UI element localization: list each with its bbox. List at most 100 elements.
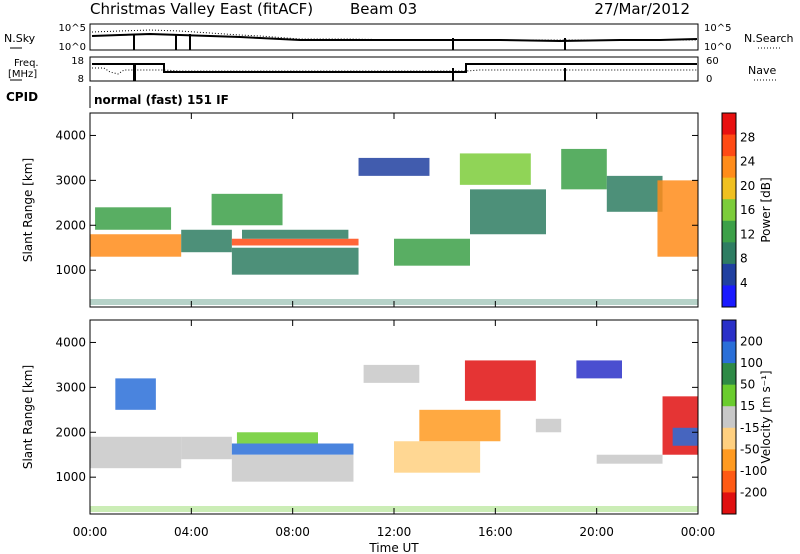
time-axis-label: Time UT <box>368 541 419 554</box>
power-colorbar-swatch <box>722 263 736 286</box>
velocity-echo-region <box>419 409 501 442</box>
velocity-ytick-label: 2000 <box>55 425 86 439</box>
velocity-colorbar-frame <box>721 319 737 515</box>
power-ytick-label: 2000 <box>55 218 86 232</box>
velocity-colorbar-label: Velocity [m s⁻¹] <box>759 370 773 463</box>
nave-trace <box>92 67 697 75</box>
velocity-ytick-label: 1000 <box>55 470 86 484</box>
velocity-echo-region <box>115 378 156 410</box>
power-ylabel: Slant Range [km] <box>21 158 35 262</box>
velocity-echo-region <box>576 360 622 379</box>
velocity-echo-region <box>672 427 698 446</box>
power-echo-region <box>657 180 698 257</box>
time-tick-label: 00:00 <box>73 525 108 539</box>
velocity-echo-region <box>231 454 354 482</box>
power-echo-region <box>606 175 663 212</box>
noise-sky-trace <box>91 32 698 43</box>
power-colorbar: 28 24 20 16 12 8 4 <box>721 112 755 308</box>
power-colorbar-tick-label: 28 <box>740 130 755 144</box>
velocity-echo-region <box>363 364 420 383</box>
velocity-colorbar-tick-label: -15 <box>740 421 760 435</box>
velocity-colorbar-swatch <box>722 320 736 343</box>
power-colorbar-swatch <box>722 156 736 179</box>
freq-tick-top: 18 <box>71 56 84 67</box>
velocity-echo-region <box>181 436 232 460</box>
noise-right-tick-bottom: 10^0 <box>704 42 731 53</box>
power-colorbar-tick-label: 16 <box>740 203 755 217</box>
velocity-colorbar-tick-label: 200 <box>740 335 763 349</box>
power-colorbar-tick-label: 8 <box>740 252 748 266</box>
power-colorbar-swatch <box>722 220 736 243</box>
freq-unit-label: [MHz] <box>8 69 37 80</box>
power-echo-region <box>394 238 470 266</box>
beam-label: Beam 03 <box>350 0 417 18</box>
velocity-echo-region <box>535 418 562 433</box>
velocity-panel: 1000 2000 3000 4000 Slant Range [km] <box>21 319 699 515</box>
power-panel-background <box>90 113 698 307</box>
velocity-echo-region <box>394 441 481 473</box>
velocity-colorbar-tick-label: 100 <box>740 356 763 370</box>
power-echo-region <box>231 238 359 246</box>
velocity-colorbar-tick-label: 15 <box>740 399 755 413</box>
power-ytick-label: 3000 <box>55 173 86 187</box>
velocity-yaxis: 1000 2000 3000 4000 <box>55 335 698 484</box>
time-tick-label: 20:00 <box>579 525 614 539</box>
velocity-colorbar-swatch <box>722 470 736 493</box>
velocity-ylabel: Slant Range [km] <box>21 365 35 469</box>
power-echo-region <box>561 148 607 190</box>
velocity-echo-region <box>236 432 318 444</box>
time-tick-label: 00:00 <box>681 525 716 539</box>
power-colorbar-frame <box>721 112 737 308</box>
velocity-colorbar-swatch <box>722 427 736 450</box>
cpid-label: CPID <box>6 90 38 104</box>
velocity-echo-region <box>662 396 698 455</box>
time-tick-label: 12:00 <box>377 525 412 539</box>
freq-strip-frame <box>89 56 699 82</box>
power-colorbar-swatch <box>722 134 736 157</box>
noise-sky-label: N.Sky <box>4 32 36 45</box>
velocity-panel-background <box>90 320 698 514</box>
noise-strip-frame <box>89 23 699 51</box>
velocity-colorbar-swatch <box>722 406 736 429</box>
power-colorbar-swatch <box>722 113 736 136</box>
velocity-colorbar-tick-label: -100 <box>740 464 767 478</box>
nave-label: Nave <box>748 64 776 77</box>
power-echo-region <box>358 157 430 176</box>
velocity-echo-region <box>596 454 663 464</box>
velocity-ytick-label: 4000 <box>55 335 86 349</box>
date-label: 27/Mar/2012 <box>594 0 690 18</box>
power-colorbar-swatch <box>722 285 736 308</box>
noise-strip: N.Sky 10^5 10^0 10^5 10^0 N.Search <box>4 23 794 53</box>
velocity-echo-region <box>90 436 182 469</box>
velocity-colorbar-tick-label: -200 <box>740 485 767 499</box>
cpid-mode: normal (fast) 151 IF <box>94 93 229 107</box>
power-echo-region <box>459 153 531 185</box>
noise-left-tick-top: 10^5 <box>59 23 86 34</box>
noise-search-label: N.Search <box>744 32 794 45</box>
power-colorbar-swatch <box>722 177 736 200</box>
velocity-colorbar-swatch <box>722 363 736 386</box>
power-echo-region <box>231 247 359 275</box>
velocity-colorbar: 200 100 50 15 -15 -50 -100 -200 <box>721 319 767 515</box>
freq-tick-bottom: 8 <box>78 74 84 85</box>
power-colorbar-tick-label: 12 <box>740 227 755 241</box>
time-tick-label: 08:00 <box>275 525 310 539</box>
nave-tick-bottom: 0 <box>706 74 712 85</box>
power-ytick-label: 4000 <box>55 128 86 142</box>
time-axis: 00:00 04:00 08:00 12:00 16:00 20:00 00:00 <box>73 113 716 539</box>
power-panel: 1000 2000 3000 4000 Slant Range [km] <box>21 112 699 308</box>
freq-trace <box>92 63 697 81</box>
power-yaxis: 1000 2000 3000 4000 <box>55 128 698 277</box>
plot-title: Christmas Valley East (fitACF) <box>90 0 313 18</box>
power-echo-region <box>90 234 182 257</box>
time-tick-label: 04:00 <box>174 525 209 539</box>
power-colorbar-swatch <box>722 199 736 222</box>
power-colorbar-tick-label: 4 <box>740 276 748 290</box>
power-echo-region <box>95 207 172 230</box>
time-tick-label: 16:00 <box>478 525 513 539</box>
power-colorbar-label: Power [dB] <box>759 177 773 242</box>
velocity-colorbar-swatch <box>722 492 736 515</box>
velocity-colorbar-tick-label: 50 <box>740 378 755 392</box>
velocity-colorbar-swatch <box>722 384 736 407</box>
